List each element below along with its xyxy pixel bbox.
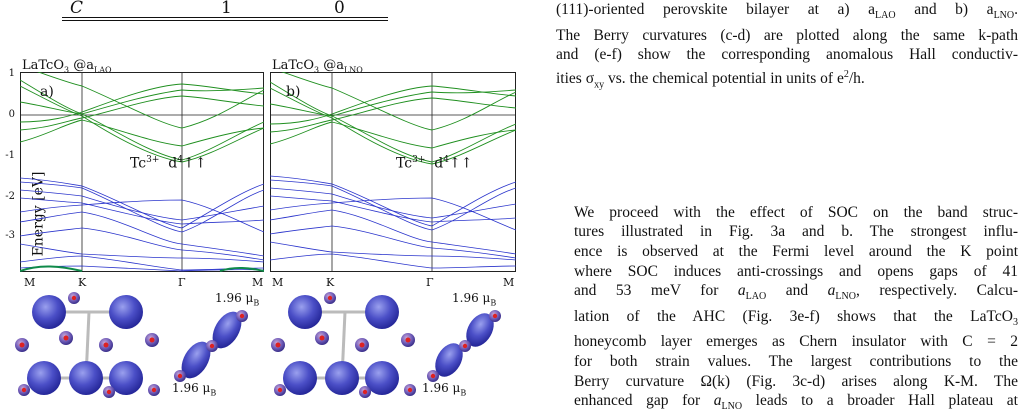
caption-line: (111)-oriented perovskite bilayer at a) … [556,1,1018,22]
tc-config-label-a: Tc3+ d4↑↑ [130,155,207,172]
magnetic-moment-label: 1.96 μB [452,291,497,308]
k-point-label: Γ [426,276,434,289]
body-line: and 53 meV for aLAO and aLNO, respective… [574,282,1018,303]
body-line: tures illustrated in Fig. 3a and b. The … [574,223,1018,241]
k-point-label: K [78,276,87,289]
spin-density-top-view-a [15,292,160,398]
band-plot-b [270,72,516,272]
table-cell-c: C [70,0,84,18]
magnetic-moment-label: 1.96 μB [422,381,467,398]
table-fragment: C 1 0 [62,0,388,21]
figure-caption: (111)-oriented perovskite bilayer at a) … [556,0,1018,95]
k-point-label: M [503,276,515,289]
table-cell-1: 1 [221,0,232,18]
k-point-label: M [252,276,264,289]
body-line: We proceed with the effect of SOC on the… [574,203,1018,221]
y-tick: -2 [5,191,15,202]
band-structure-figure: Energy [eV] 1 0 -1 -2 -3 LaTcO3 @aLAO La… [0,40,516,405]
panel-a-title: LaTcO3 @aLAO [22,58,112,75]
magnetic-moment-label: 1.96 μB [172,381,217,398]
magnetic-moment-label: 1.96 μB [215,291,260,308]
caption-line: The Berry curvatures (c-d) are plotted a… [556,26,1018,44]
y-tick: 1 [8,68,15,79]
panel-a-letter: a) [40,84,54,100]
table-rule [62,17,388,18]
text-column: (111)-oriented perovskite bilayer at a) … [556,0,1018,417]
k-point-label: Γ [178,276,186,289]
k-point-label: K [326,276,335,289]
y-tick: 0 [8,109,15,120]
y-tick: -1 [5,150,15,161]
spin-density-top-view-b [271,292,416,398]
caption-line: ities σxy vs. the chemical potential in … [556,68,865,91]
spin-density-side-view-b [427,310,501,382]
body-line: honeycomb layer emerges as Chern insulat… [574,333,1018,351]
y-tick: -3 [5,230,15,241]
body-line: lation of the AHC (Fig. 3e-f) shows that… [574,307,1018,328]
body-line: ence is observed at the Fermi level arou… [574,242,1018,260]
caption-line: and (e-f) show the corresponding anomalo… [556,46,1018,64]
table-rule [62,20,388,21]
body-line: Berry curvature Ω(k) (Fig. 3c-d) arises … [574,372,1018,390]
k-point-label: M [272,276,284,289]
table-cell-0: 0 [334,0,345,18]
body-paragraph: We proceed with the effect of SOC on the… [556,203,1018,417]
band-plot-a [20,72,264,272]
panel-b-letter: b) [286,84,301,100]
body-line: enhanced gap for aLNO leads to a broader… [574,392,1018,413]
spin-density-side-view-a [174,310,248,382]
body-line: for both strain values. The largest cont… [574,353,1018,371]
body-line: where SOC induces anti-crossings and ope… [574,262,1018,280]
tc-config-label-b: Tc3+ d4↑↑ [396,155,473,172]
panel-b-title: LaTcO3 @aLNO [272,58,363,75]
k-point-label: M [24,276,36,289]
